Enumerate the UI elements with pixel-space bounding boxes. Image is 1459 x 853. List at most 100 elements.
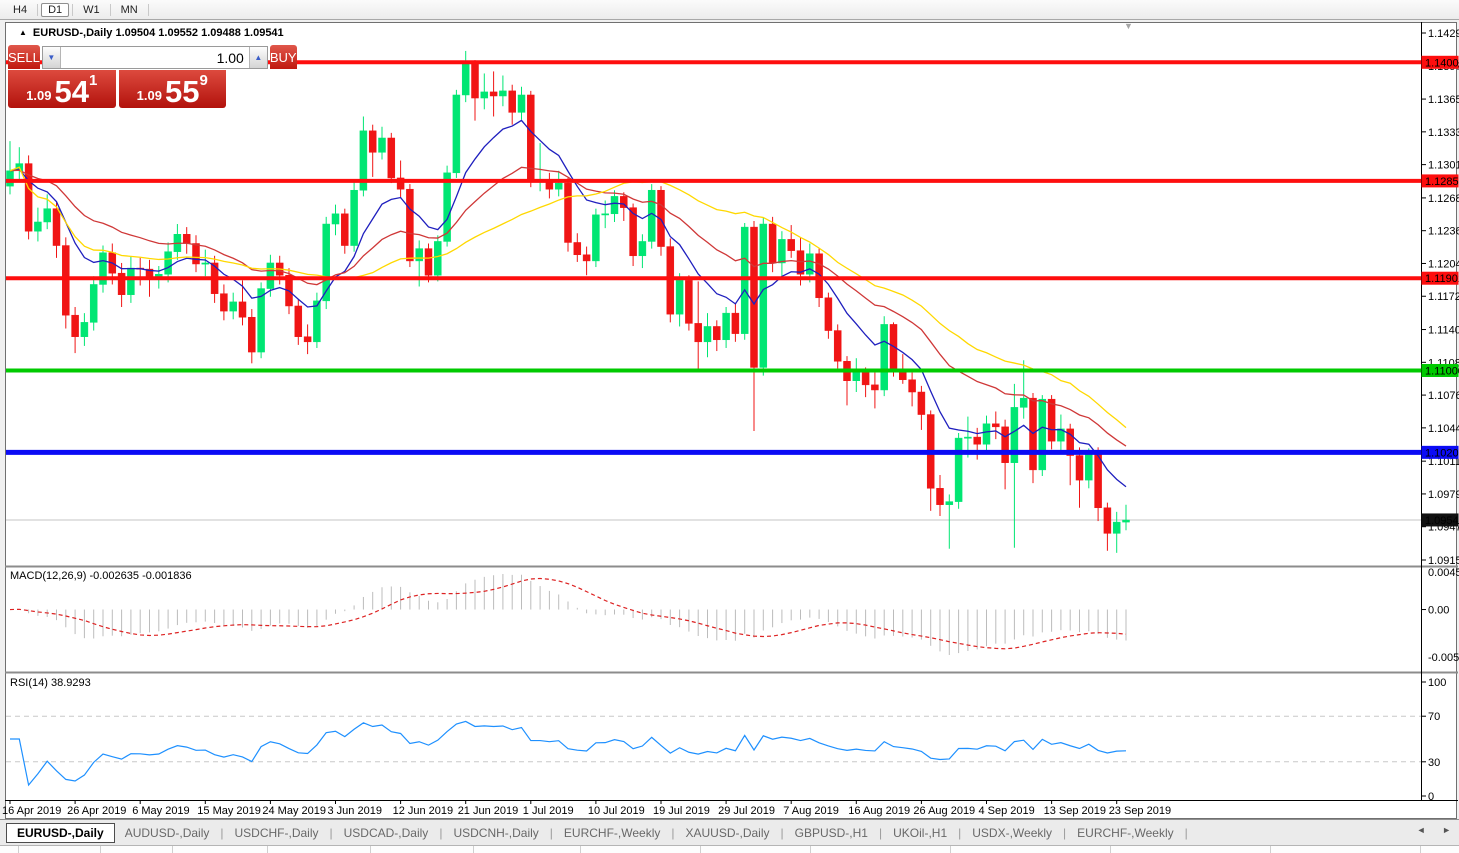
status-cell-divider (18, 846, 19, 853)
sell-price-pip: 1 (88, 72, 98, 89)
svg-text:3 Jun 2019: 3 Jun 2019 (328, 805, 382, 817)
svg-text:23 Sep 2019: 23 Sep 2019 (1109, 805, 1171, 817)
svg-text:1.12365: 1.12365 (1428, 226, 1459, 238)
svg-text:1.09795: 1.09795 (1428, 489, 1459, 501)
chart-tab-ukoil-h1[interactable]: UKOil-,H1 (893, 825, 948, 840)
chart-frame (5, 22, 1458, 801)
status-cell-divider (1420, 846, 1421, 853)
tab-separator: | (878, 825, 883, 840)
svg-text:1.09541: 1.09541 (1425, 515, 1459, 527)
status-cell-divider (700, 846, 701, 853)
toolbar-separator (37, 3, 39, 16)
svg-text:21 Jun 2019: 21 Jun 2019 (458, 805, 519, 817)
svg-text:10 Jul 2019: 10 Jul 2019 (588, 805, 645, 817)
svg-text:1.10440: 1.10440 (1428, 423, 1459, 435)
svg-text:1.13330: 1.13330 (1428, 127, 1459, 139)
sell-price-main: 54 (54, 73, 89, 109)
chart-symbol-label: EURUSD-,Daily (32, 27, 113, 39)
svg-text:12 Jun 2019: 12 Jun 2019 (393, 805, 454, 817)
sell-price-prefix: 1.09 (26, 88, 52, 103)
buy-button[interactable]: BUY (269, 45, 297, 69)
svg-text:1 Jul 2019: 1 Jul 2019 (523, 805, 574, 817)
price-axis-labels: 1.142951.139751.136501.133301.130101.126… (1421, 28, 1459, 803)
rsi-level-lines (6, 715, 1421, 763)
svg-text:29 Jul 2019: 29 Jul 2019 (718, 805, 775, 817)
buy-price-pip: 9 (199, 72, 208, 89)
svg-text:24 May 2019: 24 May 2019 (262, 805, 326, 817)
toolbar-separator (72, 3, 74, 16)
svg-text:26 Aug 2019: 26 Aug 2019 (913, 805, 975, 817)
svg-text:100: 100 (1428, 677, 1446, 689)
chart-ohlc-values: 1.09504 1.09552 1.09488 1.09541 (115, 27, 284, 39)
buy-price-prefix: 1.09 (136, 88, 162, 103)
tab-separator: | (780, 825, 784, 840)
status-cell-divider (100, 846, 101, 853)
svg-text:1.14009: 1.14009 (1425, 57, 1459, 69)
buy-price-main: 55 (164, 73, 200, 109)
status-cell-divider (580, 846, 581, 853)
chart-tab-eurchf-weekly[interactable]: EURCHF-,Weekly (1077, 825, 1174, 840)
tab-scroll-left-icon[interactable]: ◄ (1416, 825, 1426, 835)
svg-text:4 Sep 2019: 4 Sep 2019 (979, 805, 1035, 817)
volume-decrease-icon[interactable]: ▼ (42, 47, 61, 68)
tab-separator: | (220, 825, 224, 840)
chart-tab-gbpusd-h1[interactable]: GBPUSD-,H1 (794, 825, 868, 840)
svg-text:1.13650: 1.13650 (1428, 94, 1459, 106)
status-cell-divider (950, 846, 951, 853)
timeframe-button-d1[interactable]: D1 (41, 2, 70, 17)
volume-increase-icon[interactable]: ▲ (248, 47, 267, 68)
chart-collapse-icon[interactable]: ▲ (19, 28, 27, 37)
svg-text:0.004536: 0.004536 (1428, 567, 1459, 579)
tab-separator: | (329, 825, 333, 840)
rsi-line (10, 720, 1127, 787)
chart-title: ▲ EURUSD-,Daily 1.09504 1.09552 1.09488 1… (19, 27, 284, 39)
chart-tab-usdcad-daily[interactable]: USDCAD-,Daily (343, 825, 429, 840)
rsi-indicator-label: RSI(14) 38.9293 (10, 677, 91, 689)
tab-separator: | (439, 825, 443, 840)
tab-scroll-right-icon[interactable]: ► (1442, 825, 1451, 835)
svg-text:13 Sep 2019: 13 Sep 2019 (1044, 805, 1106, 817)
chart-shift-marker-icon[interactable]: ▼ (1124, 21, 1133, 31)
chart-tab-eurchf-weekly[interactable]: EURCHF-,Weekly (563, 825, 661, 840)
tab-separator: | (1063, 825, 1067, 840)
chart-tab-xauusd-daily[interactable]: XAUUSD-,Daily (685, 825, 770, 840)
svg-text:16 Apr 2019: 16 Apr 2019 (2, 805, 61, 817)
svg-text:70: 70 (1428, 711, 1440, 723)
status-cell-divider (370, 846, 371, 853)
svg-text:30: 30 (1428, 757, 1440, 769)
buy-price-button[interactable]: 1.09 55 9 (118, 70, 226, 109)
chart-tab-eurusd-daily[interactable]: EURUSD-,Daily (6, 822, 115, 843)
tab-separator: | (671, 825, 675, 840)
chart-tab-usdx-weekly[interactable]: USDX-,Weekly (972, 825, 1053, 840)
status-cell-divider (810, 846, 811, 853)
sell-price-button[interactable]: 1.09 54 1 (8, 70, 116, 108)
horizontal-level-lines (6, 60, 1421, 455)
status-cell-divider (267, 846, 268, 853)
volume-stepper: ▼ ▲ (41, 46, 268, 69)
status-strip (0, 845, 1459, 853)
chart-window (5, 22, 1457, 819)
timeframe-button-mn[interactable]: MN (120, 3, 138, 16)
svg-text:0: 0 (1428, 791, 1434, 803)
svg-text:7 Aug 2019: 7 Aug 2019 (783, 805, 839, 817)
svg-text:1.11725: 1.11725 (1428, 291, 1459, 303)
chart-tab-usdchf-daily[interactable]: USDCHF-,Daily (234, 825, 319, 840)
timeframe-button-w1[interactable]: W1 (83, 3, 100, 16)
chart-tab-usdcnh-daily[interactable]: USDCNH-,Daily (453, 825, 539, 840)
macd-indicator-label: MACD(12,26,9) -0.002635 -0.001836 (10, 570, 192, 582)
timeframe-button-h4[interactable]: H4 (13, 3, 28, 16)
volume-input[interactable] (60, 47, 249, 68)
sell-button[interactable]: SELL (8, 45, 40, 69)
moving-average-lines (9, 119, 1127, 488)
status-cell-divider (473, 846, 474, 853)
status-cell-divider (1270, 846, 1271, 853)
chart-tab-audusd-daily[interactable]: AUDUSD-,Daily (124, 825, 210, 840)
candlestick-series (6, 50, 1130, 553)
svg-text:1.14295: 1.14295 (1428, 28, 1459, 40)
svg-text:26 Apr 2019: 26 Apr 2019 (67, 805, 126, 817)
